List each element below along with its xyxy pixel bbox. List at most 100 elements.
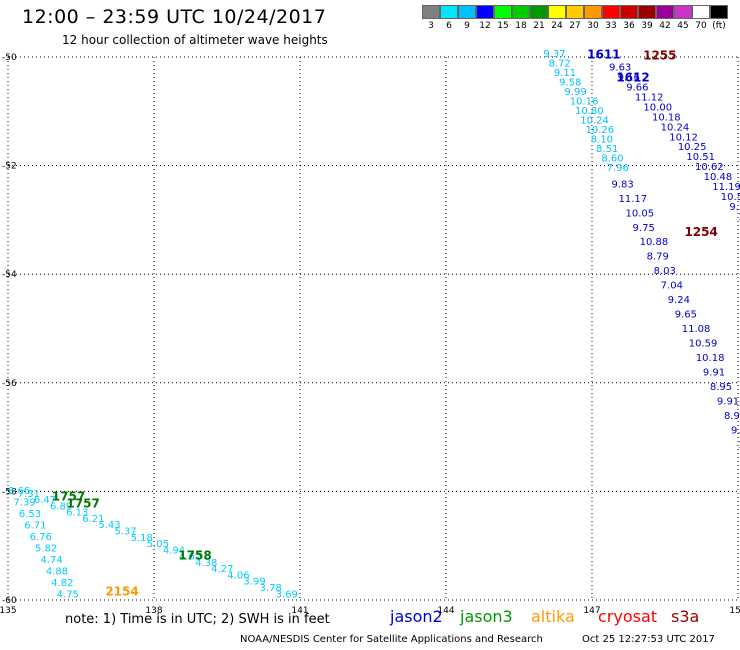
color-swatch bbox=[638, 5, 656, 19]
wave-height-label: 9.91 bbox=[717, 397, 739, 408]
wave-height-label: 8.95 bbox=[710, 382, 732, 393]
wave-height-label: 10 bbox=[738, 212, 740, 223]
color-scale-label: 18 bbox=[515, 21, 527, 31]
footer-timestamp: Oct 25 12:27:53 UTC 2017 bbox=[582, 634, 715, 645]
pass-time-label: 1757 bbox=[52, 490, 85, 504]
color-swatch bbox=[530, 5, 548, 19]
color-scale-label: (ft) bbox=[712, 21, 726, 31]
wave-height-label: 4.38 bbox=[195, 558, 217, 569]
color-swatch bbox=[494, 5, 512, 19]
color-scale-bar bbox=[422, 5, 728, 19]
satellite-legend-item: cryosat bbox=[598, 607, 658, 626]
wave-height-label: 11.12 bbox=[635, 92, 664, 103]
wave-height-label: 5.37 bbox=[114, 527, 136, 538]
color-scale-label: 12 bbox=[479, 21, 491, 31]
color-scale-label: 33 bbox=[605, 21, 617, 31]
color-scale-label: 42 bbox=[659, 21, 671, 31]
wave-height-label: 7.31 bbox=[18, 489, 40, 500]
wave-height-label: 4.75 bbox=[57, 589, 79, 600]
x-tick-label: 141 bbox=[291, 606, 308, 616]
color-scale-label: 3 bbox=[428, 21, 434, 31]
wave-height-label: 10.80 bbox=[575, 106, 604, 117]
color-swatch bbox=[548, 5, 566, 19]
x-tick-label: 147 bbox=[583, 606, 600, 616]
wave-height-label: 10.12 bbox=[669, 132, 698, 143]
y-tick-label: -54 bbox=[2, 270, 17, 280]
wave-height-label: 8.03 bbox=[654, 266, 676, 277]
y-tick-label: -60 bbox=[2, 596, 17, 606]
wave-height-label: 10.24 bbox=[661, 122, 690, 133]
color-swatch bbox=[566, 5, 584, 19]
wave-height-label: 9.2 bbox=[731, 425, 740, 436]
wave-height-label: 10.48 bbox=[704, 172, 733, 183]
y-tick-label: -52 bbox=[2, 162, 17, 172]
wave-height-label: 8.72 bbox=[549, 59, 571, 70]
wave-height-label: 10.16 bbox=[570, 97, 599, 108]
wave-height-label: 10 bbox=[738, 440, 740, 451]
color-scale-label: 9 bbox=[464, 21, 470, 31]
wave-height-label: 6.53 bbox=[19, 509, 41, 520]
color-swatch bbox=[692, 5, 710, 19]
wave-height-label: 10.24 bbox=[580, 116, 609, 127]
color-swatch bbox=[710, 5, 728, 19]
color-swatch bbox=[656, 5, 674, 19]
wave-height-label: 8.96 bbox=[724, 411, 740, 422]
wave-height-label: 10.88 bbox=[640, 237, 669, 248]
wave-height-label: 10.25 bbox=[678, 142, 707, 153]
wave-height-label: 4.94 bbox=[163, 545, 185, 556]
wave-height-label: 10.18 bbox=[696, 353, 725, 364]
wave-height-label: 9.65 bbox=[675, 310, 697, 321]
y-tick-label: -58 bbox=[2, 487, 17, 497]
color-swatch bbox=[512, 5, 530, 19]
wave-height-label: 7.96 bbox=[607, 163, 629, 174]
wave-height-label: 10.05 bbox=[626, 208, 655, 219]
wave-height-label: 11.08 bbox=[682, 324, 711, 335]
satellite-legend-item: jason2 bbox=[390, 607, 443, 626]
pass-time-label: 1758 bbox=[178, 548, 211, 562]
wave-height-label: 7.04 bbox=[661, 281, 683, 292]
wave-height-label: 4.06 bbox=[227, 570, 249, 581]
wave-height-label: 10.54 bbox=[721, 192, 740, 203]
wave-height-label: 4.82 bbox=[51, 578, 73, 589]
satellite-legend-item: altika bbox=[531, 607, 575, 626]
x-tick-label: 150 bbox=[729, 606, 740, 616]
wave-height-label: 8.51 bbox=[596, 144, 618, 155]
wave-height-label: 5.18 bbox=[131, 533, 153, 544]
wave-height-label: 6.76 bbox=[30, 532, 52, 543]
wave-height-label: 3.78 bbox=[260, 583, 282, 594]
wave-height-label: 3.99 bbox=[243, 577, 265, 588]
page-title: 12:00 – 23:59 UTC 10/24/2017 bbox=[22, 6, 327, 28]
color-swatch bbox=[584, 5, 602, 19]
wave-height-label: 6.21 bbox=[82, 514, 104, 525]
satellite-legend-item: jason3 bbox=[460, 607, 513, 626]
wave-height-label: 8.10 bbox=[591, 135, 613, 146]
wave-height-label: 9.66 bbox=[626, 82, 648, 93]
wave-height-label: 9.99 bbox=[564, 87, 586, 98]
pass-time-label: 2154 bbox=[105, 585, 138, 599]
y-tick-label: -50 bbox=[2, 53, 17, 63]
footer-credit: NOAA/NESDIS Center for Satellite Applica… bbox=[240, 634, 543, 645]
wave-height-label: 4.74 bbox=[40, 555, 62, 566]
color-scale-label: 21 bbox=[533, 21, 545, 31]
color-scale-labels: 3 6 9 12 15 18 21 24 27 30 33 36 39 42 45 70 (ft) bbox=[422, 21, 728, 31]
color-swatch bbox=[422, 5, 440, 19]
wave-height-label: 9.91 bbox=[703, 368, 725, 379]
pass-time-label: 1612 bbox=[616, 70, 649, 84]
wave-height-label: 10.26 bbox=[586, 125, 615, 136]
wave-height-label: 7.39 bbox=[13, 498, 35, 509]
wave-height-label: 8.79 bbox=[647, 252, 669, 263]
pass-time-label: 1255 bbox=[643, 49, 676, 63]
wave-height-label: 6.13 bbox=[66, 508, 88, 519]
color-scale-label: 27 bbox=[569, 21, 581, 31]
color-scale-label: 45 bbox=[677, 21, 689, 31]
x-tick-label: 144 bbox=[437, 606, 454, 616]
wave-height-label: 5.05 bbox=[147, 539, 169, 550]
color-swatch bbox=[476, 5, 494, 19]
wave-height-label: 10.18 bbox=[652, 112, 681, 123]
satellite-legend-item: s3a bbox=[671, 607, 700, 626]
pass-time-label: 1254 bbox=[684, 225, 717, 239]
color-scale-label: 24 bbox=[551, 21, 563, 31]
wave-height-label: 11.19 bbox=[712, 182, 740, 193]
x-tick-label: 138 bbox=[145, 606, 162, 616]
